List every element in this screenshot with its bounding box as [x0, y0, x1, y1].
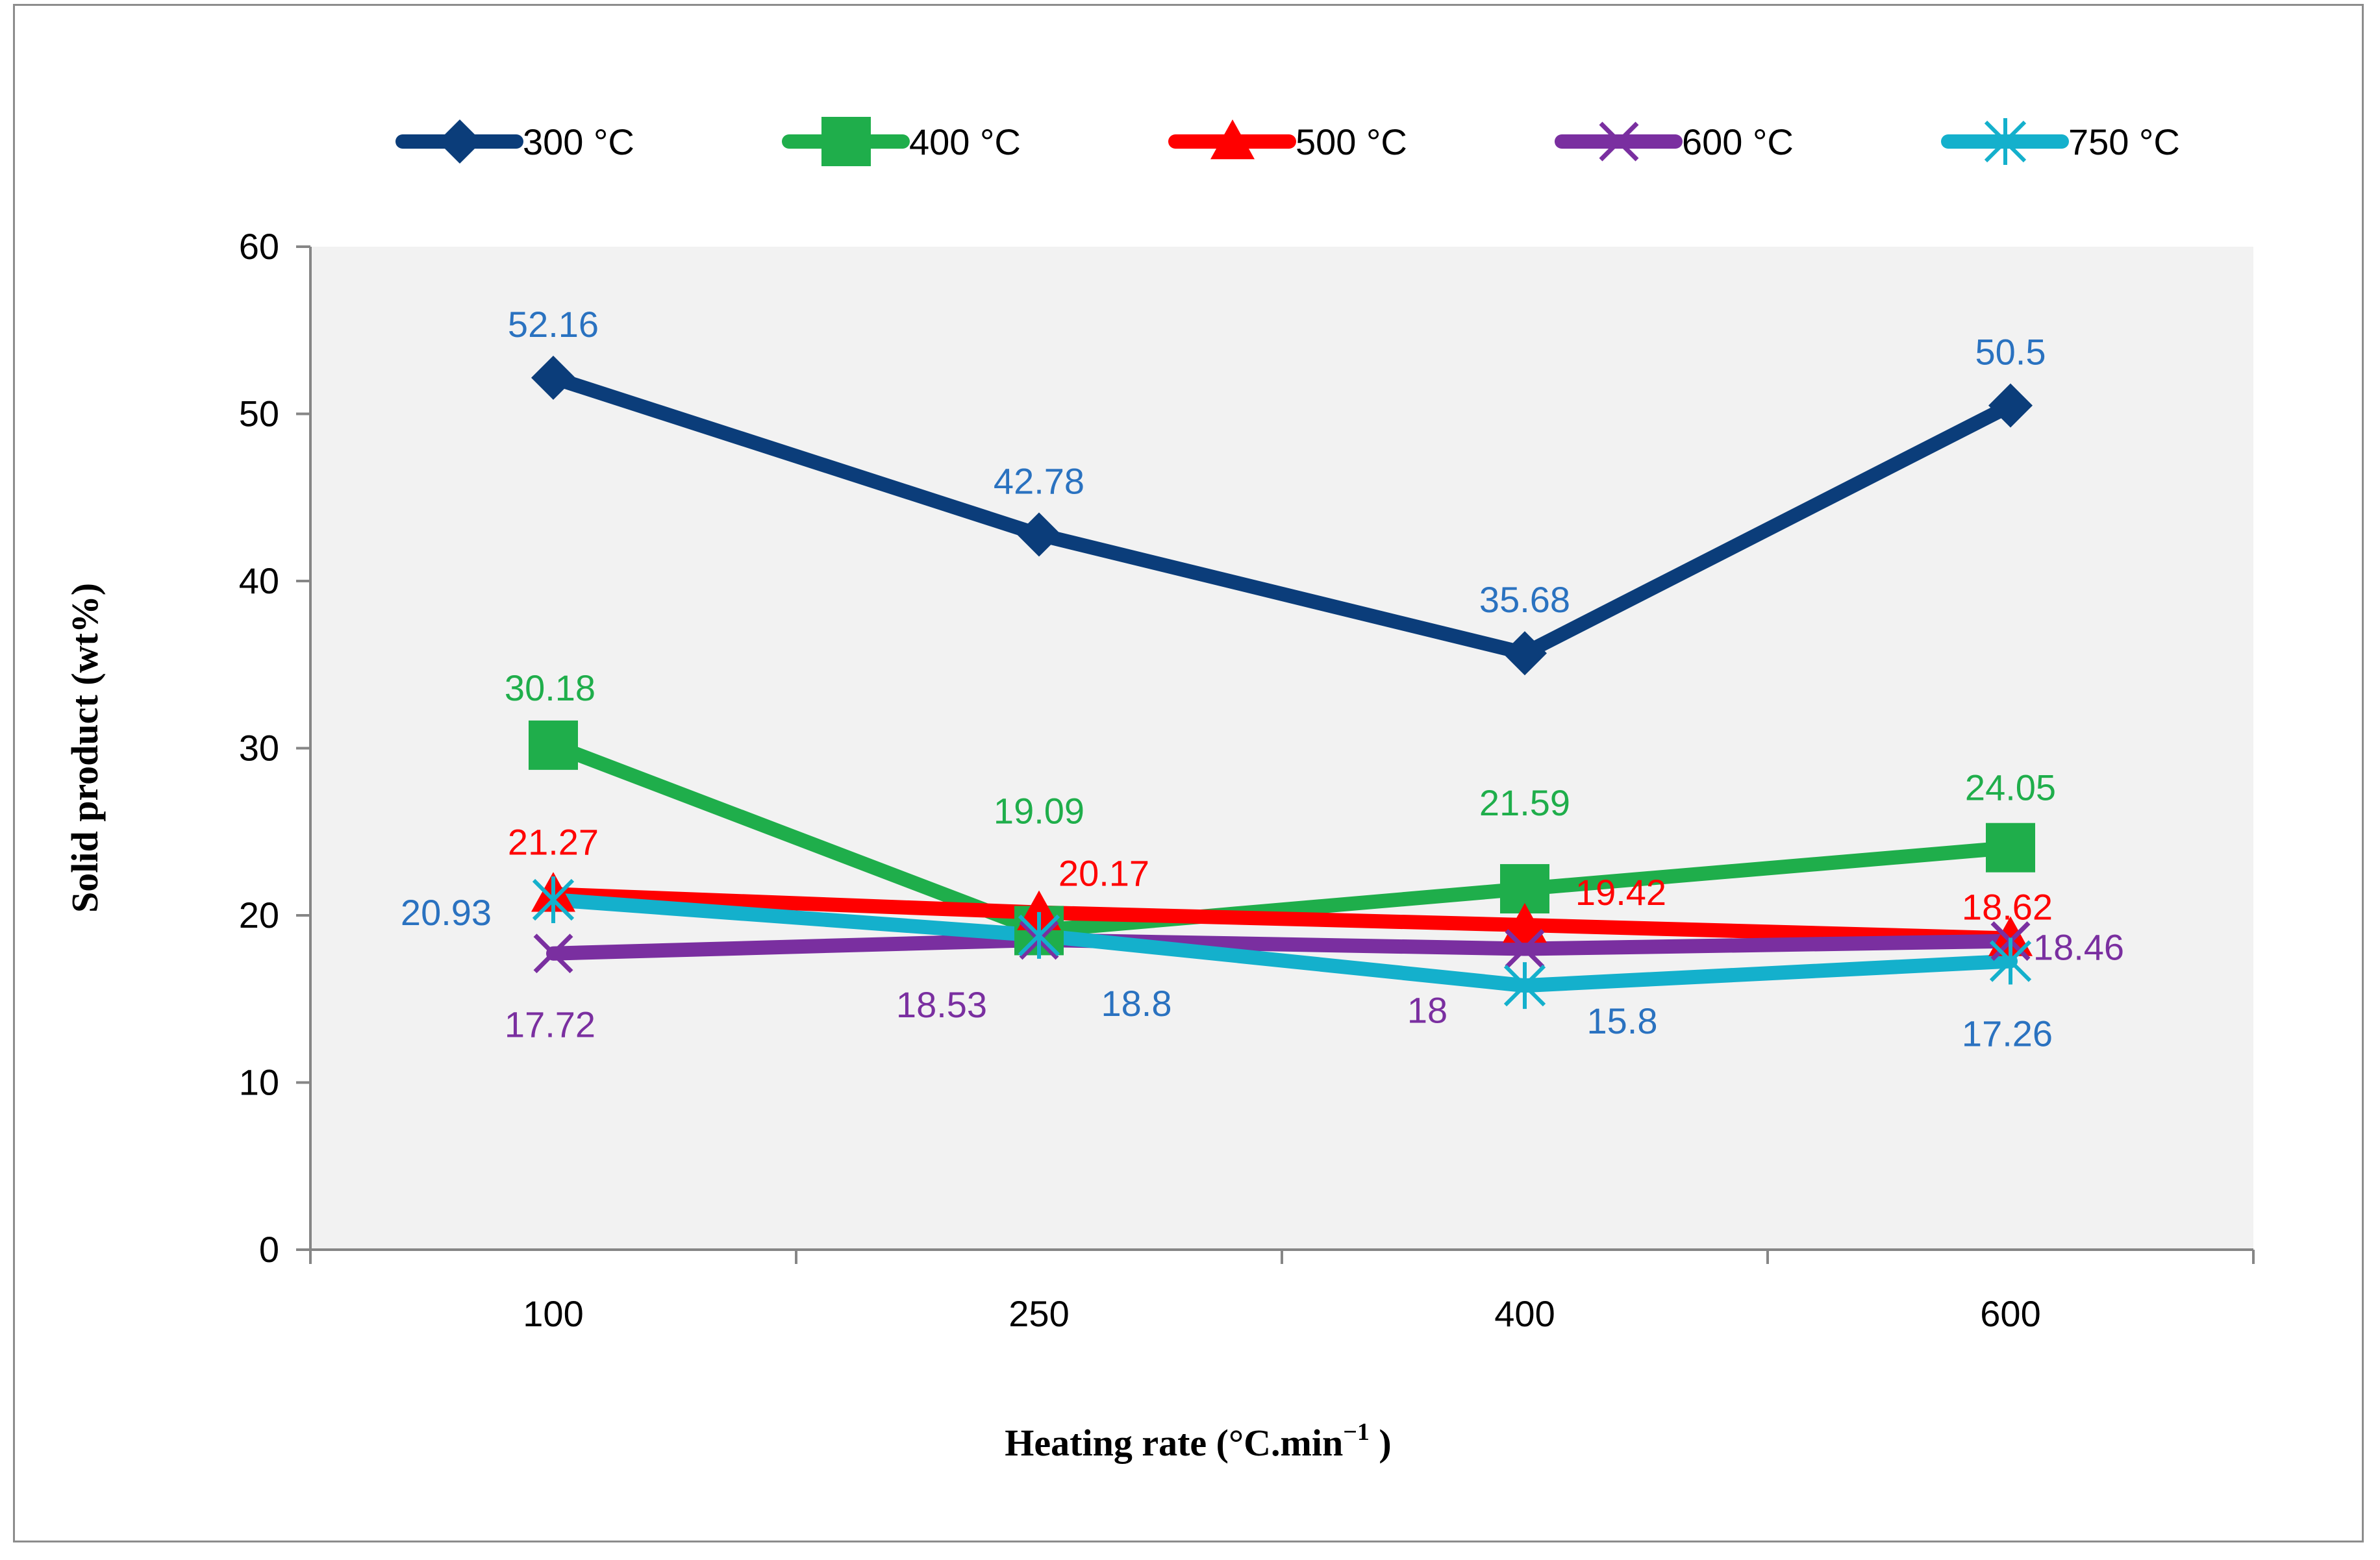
- x-axis-title-main: Heating rate (°C.min: [1005, 1422, 1343, 1464]
- diamond-marker-shape: [1503, 631, 1547, 676]
- legend-marker: [1984, 118, 2027, 165]
- x-tick-label: 400: [1494, 1293, 1555, 1334]
- x-marker-stroke: [533, 934, 573, 974]
- legend-label: 500 °C: [1296, 121, 1407, 162]
- data-label: 19.42: [1575, 872, 1666, 913]
- data-label: 19.09: [994, 790, 1084, 831]
- y-tick-label: 0: [259, 1229, 279, 1270]
- data-point-marker: [532, 876, 575, 924]
- y-tick-label: 60: [239, 226, 279, 267]
- data-label: 30.18: [505, 667, 595, 708]
- data-label: 24.05: [1965, 767, 2056, 808]
- data-point-marker: [529, 720, 578, 770]
- data-point-marker: [1505, 929, 1545, 969]
- data-label: 17.72: [505, 1004, 595, 1045]
- y-tick-label: 40: [239, 560, 279, 601]
- data-point-marker: [1018, 911, 1060, 959]
- data-point-marker: [1986, 823, 2035, 873]
- x-marker-stroke: [1599, 121, 1639, 162]
- x-marker-stroke: [1505, 929, 1545, 969]
- series-line-0: [546, 370, 2018, 661]
- data-point-marker: [1503, 902, 1547, 943]
- triangle-marker-shape: [1503, 902, 1547, 943]
- data-point-marker: [1989, 937, 2032, 985]
- series-line-4: [546, 893, 2018, 993]
- data-label: 18.46: [2033, 927, 2124, 968]
- data-label: 50.5: [1975, 332, 2046, 373]
- data-point-marker: [1988, 916, 2033, 956]
- legend-item: 400 °C: [782, 117, 1021, 166]
- y-axis-title: Solid product (wt%): [64, 583, 106, 913]
- plot-area: [310, 247, 2253, 1250]
- x-tick-label: 600: [1980, 1293, 2040, 1334]
- diamond-marker-shape: [438, 119, 482, 164]
- square-marker-shape: [821, 117, 871, 166]
- x-axis-title-superscript: −1: [1343, 1418, 1370, 1446]
- data-label: 20.17: [1058, 853, 1149, 894]
- data-label: 18.53: [896, 984, 987, 1025]
- data-point-marker: [1017, 890, 1061, 930]
- triangle-marker-shape: [1017, 890, 1061, 930]
- legend-item: 300 °C: [395, 119, 634, 164]
- y-tick-label: 30: [239, 728, 279, 769]
- data-label: 21.59: [1479, 782, 1570, 823]
- legend-item: 600 °C: [1555, 121, 1794, 162]
- data-label: 52.16: [508, 304, 599, 345]
- triangle-marker-shape: [1988, 916, 2033, 956]
- data-point-marker: [1988, 383, 2033, 428]
- triangle-marker-shape: [1210, 119, 1255, 160]
- data-label: 18.62: [1962, 887, 2053, 928]
- data-point-marker: [531, 355, 575, 400]
- legend-marker: [1599, 121, 1639, 162]
- legend-item: 750 °C: [1941, 118, 2180, 165]
- data-label: 42.78: [994, 460, 1084, 501]
- x-tick-label: 100: [523, 1293, 583, 1334]
- diamond-marker-shape: [531, 355, 575, 400]
- legend-label: 600 °C: [1682, 121, 1794, 162]
- y-tick-label: 20: [239, 895, 279, 935]
- x-axis-title: Heating rate (°C.min−1 ): [1005, 1418, 1391, 1464]
- legend-marker: [438, 119, 482, 164]
- data-label: 35.68: [1479, 579, 1570, 620]
- legend-item: 500 °C: [1168, 119, 1407, 162]
- data-point-marker: [533, 934, 573, 974]
- data-label: 20.93: [401, 892, 492, 933]
- legend-label: 750 °C: [2068, 121, 2180, 162]
- diamond-marker-shape: [1017, 512, 1061, 557]
- data-label: 18: [1407, 990, 1447, 1031]
- series-line-1: [546, 737, 2018, 938]
- legend-label: 300 °C: [523, 121, 634, 162]
- series-line-3: [546, 932, 2018, 961]
- data-label: 21.27: [508, 821, 599, 862]
- square-marker-shape: [1986, 823, 2035, 873]
- data-label: 15.8: [1587, 1000, 1658, 1041]
- diamond-marker-shape: [1988, 383, 2033, 428]
- square-marker-shape: [529, 720, 578, 770]
- legend-label: 400 °C: [909, 121, 1021, 162]
- x-axis-title-end: ): [1370, 1422, 1392, 1464]
- data-label: 17.26: [1962, 1013, 2053, 1054]
- x-tick-label: 250: [1008, 1293, 1069, 1334]
- y-tick-label: 10: [239, 1062, 279, 1103]
- data-point-marker: [1503, 631, 1547, 676]
- legend-marker: [821, 117, 871, 166]
- data-point-marker: [1503, 962, 1546, 1009]
- y-tick-label: 50: [239, 393, 279, 434]
- series-line-2: [546, 887, 2018, 946]
- legend-marker: [1210, 119, 1255, 160]
- data-point-marker: [1017, 512, 1061, 557]
- data-label: 18.8: [1101, 983, 1172, 1024]
